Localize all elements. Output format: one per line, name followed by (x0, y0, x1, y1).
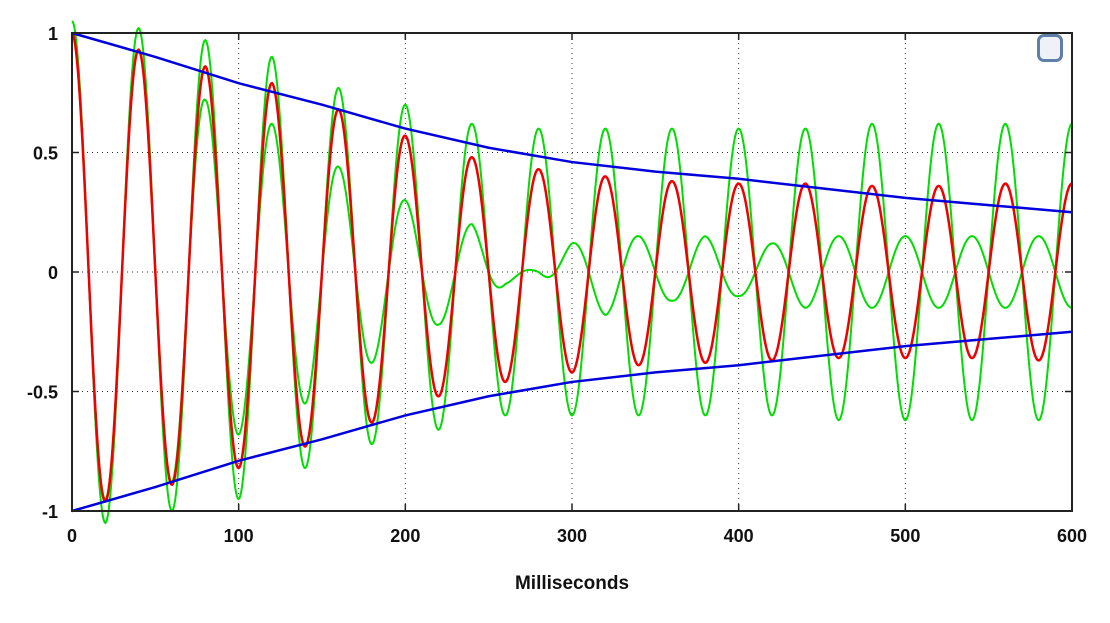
y-tick-label: 0 (48, 263, 58, 283)
x-tick-label: 0 (67, 526, 77, 546)
y-tick-label: -0.5 (27, 383, 58, 403)
x-tick-label: 400 (724, 526, 754, 546)
x-tick-label: 300 (557, 526, 587, 546)
x-tick-label: 200 (390, 526, 420, 546)
grid (72, 33, 1072, 511)
series-green-inner-line (71, 32, 1073, 501)
series-red-line (71, 32, 1073, 504)
y-tick-label: -1 (42, 502, 58, 522)
x-tick-label: 500 (890, 526, 920, 546)
series-green-line (71, 20, 1073, 525)
x-tick-label: 600 (1057, 526, 1087, 546)
y-axis-ticks: 1 0.5 0 -0.5 -1 (27, 24, 1072, 522)
x-axis-ticks: 0 100 200 300 400 500 600 (67, 33, 1087, 546)
x-axis-title: Milliseconds (515, 573, 629, 594)
series-blue-lower-line (71, 330, 1073, 513)
y-tick-label: 1 (48, 24, 58, 44)
legend-toggle-button[interactable] (1037, 34, 1063, 62)
series-group (71, 20, 1073, 525)
series-blue-upper-line (71, 31, 1073, 214)
x-tick-label: 100 (224, 526, 254, 546)
y-tick-label: 0.5 (33, 144, 58, 164)
